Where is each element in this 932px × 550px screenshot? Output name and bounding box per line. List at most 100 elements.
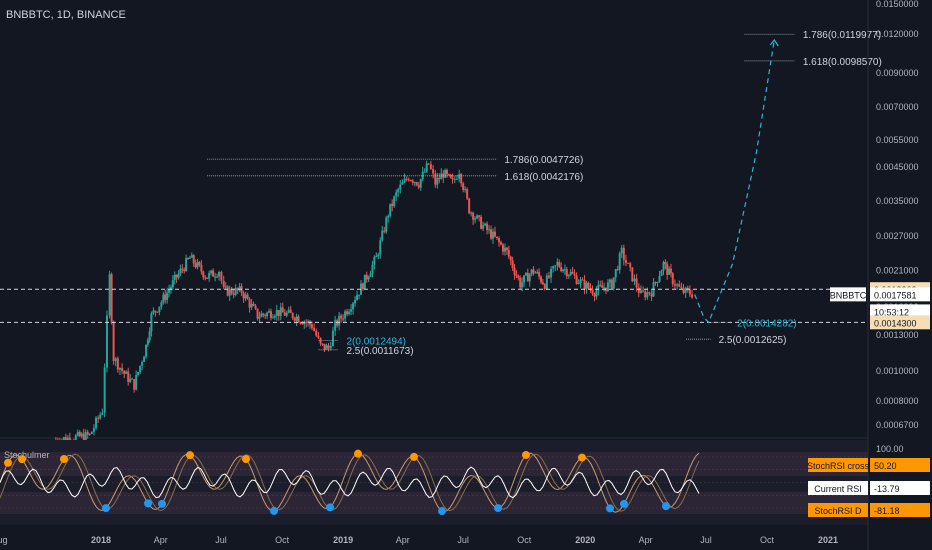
- candle-body: [676, 284, 679, 286]
- candle-body: [232, 293, 235, 295]
- symbol-tag-text: BNBBTC: [830, 290, 867, 300]
- candle-body: [118, 367, 121, 370]
- candle-body: [599, 284, 602, 286]
- candle-body: [268, 311, 271, 313]
- candle-body: [95, 417, 98, 428]
- candle-body: [499, 242, 502, 245]
- candle-body: [460, 174, 463, 184]
- candle-body: [273, 315, 276, 318]
- candle-body: [325, 345, 328, 350]
- candle-body: [608, 279, 611, 283]
- candle-body: [279, 307, 282, 316]
- candle-body: [462, 183, 465, 190]
- fib-label: 2(0.0012494): [346, 337, 406, 348]
- candle-body: [466, 189, 469, 199]
- candle-body: [116, 358, 119, 370]
- price-labels: 0.0018262BNBBTC0.001758110:53:120.001430…: [807, 282, 930, 517]
- candle-body: [444, 170, 447, 178]
- candle-body: [438, 177, 441, 180]
- candle-body: [260, 313, 263, 318]
- candle-body: [309, 321, 312, 325]
- candle-body: [238, 286, 241, 291]
- candle-body: [644, 291, 647, 298]
- candle-body: [425, 163, 428, 172]
- candle-body: [354, 300, 357, 304]
- candle-body: [252, 303, 255, 306]
- candle-body: [484, 223, 487, 226]
- candle-body: [496, 236, 499, 239]
- candle-body: [639, 290, 642, 294]
- stochrsi-pane[interactable]: Stochulmer 100.00: [0, 440, 904, 525]
- candle-body: [622, 247, 625, 260]
- candle-body: [528, 274, 531, 282]
- candle-body: [97, 417, 100, 419]
- candle-body: [620, 247, 623, 254]
- candle-body: [131, 378, 134, 380]
- x-tick-label: Jul: [700, 535, 712, 545]
- candle-body: [198, 262, 201, 265]
- candle-body: [86, 431, 89, 435]
- candle-body: [346, 311, 349, 315]
- candle-body: [650, 293, 653, 297]
- candle-body: [534, 272, 537, 274]
- x-tick-label: Apr: [639, 535, 653, 545]
- candle-body: [581, 279, 584, 281]
- candle-body: [200, 264, 203, 272]
- candle-body: [573, 273, 576, 276]
- price-tag: [870, 304, 930, 319]
- candle-body: [365, 274, 368, 280]
- cross-dot-bottom: [326, 503, 334, 512]
- x-tick-label: 2019: [333, 535, 353, 545]
- candle-body: [105, 315, 108, 368]
- candle-body: [264, 314, 267, 316]
- candle-body: [212, 270, 215, 277]
- candle-body: [190, 255, 193, 258]
- candle-body: [135, 375, 138, 390]
- candle-body: [285, 312, 288, 316]
- y-tick-label: 0.0027000: [876, 231, 919, 241]
- candle-body: [399, 184, 402, 190]
- candle-body: [688, 289, 691, 295]
- candle-body: [492, 231, 495, 239]
- time-axis[interactable]: Aug 2018 Apr Jul Oct 2019 Apr Jul Oct 2020 Apr Jul O…: [0, 535, 838, 545]
- candle-body: [494, 231, 497, 237]
- osc-tag-name: StochRSI D: [814, 506, 862, 516]
- price-tag: [870, 315, 930, 330]
- osc-band: [0, 452, 868, 476]
- candle-body: [287, 309, 290, 313]
- candle-body: [379, 240, 382, 255]
- x-tick-label: Apr: [396, 535, 410, 545]
- candle-body: [440, 173, 443, 180]
- candle-body: [121, 367, 124, 371]
- cross-dot-top: [4, 458, 12, 467]
- osc-tag-value: -81.18: [874, 506, 900, 516]
- candle-body: [192, 255, 195, 264]
- candle-body: [488, 229, 491, 231]
- candle-body: [281, 307, 284, 313]
- price-pane[interactable]: [0, 38, 868, 449]
- candle-body: [76, 431, 79, 436]
- candle-body: [82, 433, 85, 441]
- candle-body: [185, 258, 188, 272]
- candle-body: [266, 312, 269, 316]
- candle-body: [403, 178, 406, 183]
- candle-body: [507, 250, 510, 257]
- cross-dot-top: [410, 452, 418, 461]
- candle-body: [569, 271, 572, 275]
- candle-body: [381, 230, 384, 241]
- candle-body: [164, 294, 167, 300]
- x-tick-label: Jul: [457, 535, 469, 545]
- candle-body: [579, 279, 582, 284]
- candle-body: [169, 287, 172, 290]
- cross-dot-top: [242, 455, 250, 464]
- candle-body: [405, 178, 408, 180]
- candle-body: [482, 225, 485, 229]
- candle-body: [654, 282, 657, 284]
- candle-body: [160, 302, 163, 307]
- candle-body: [585, 282, 588, 290]
- candle-body: [509, 256, 512, 261]
- candle-body: [658, 275, 661, 282]
- cross-dot-top: [354, 449, 362, 458]
- cross-dot-top: [578, 453, 586, 462]
